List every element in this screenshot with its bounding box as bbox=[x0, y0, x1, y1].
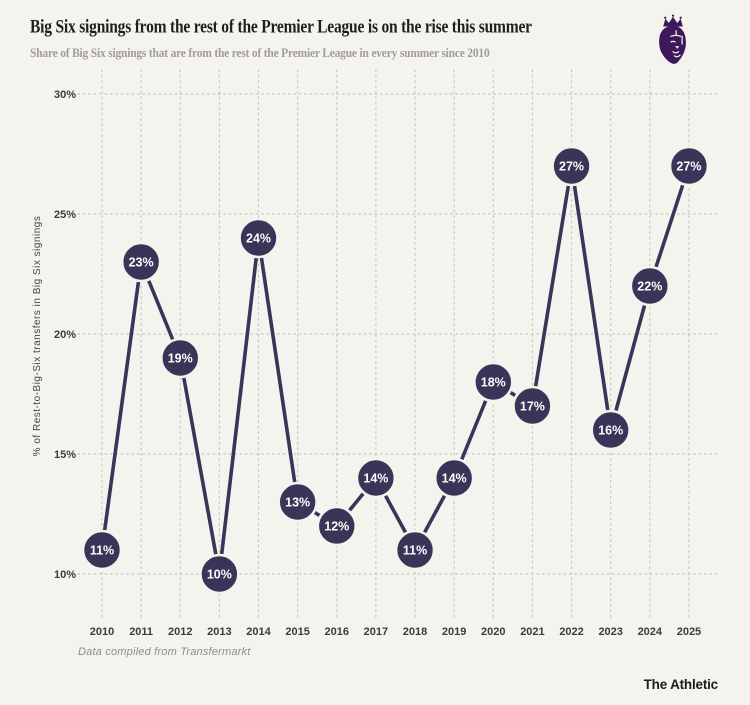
data-point-marker bbox=[668, 145, 710, 187]
data-point-label: 27% bbox=[676, 160, 701, 174]
x-tick-label: 2013 bbox=[207, 626, 231, 638]
y-tick-label: 15% bbox=[54, 449, 76, 461]
data-point-label: 14% bbox=[442, 472, 467, 486]
x-tick-label: 2010 bbox=[90, 626, 114, 638]
y-axis-title: % of Rest-to-Big-Six transfers in Big Si… bbox=[32, 216, 43, 457]
x-tick-label: 2017 bbox=[364, 626, 388, 638]
chart-subtitle: Share of Big Six signings that are from … bbox=[30, 47, 490, 61]
data-point-marker bbox=[355, 457, 397, 499]
data-point-marker bbox=[159, 337, 201, 379]
x-tick-label: 2023 bbox=[598, 626, 622, 638]
data-point-marker bbox=[629, 265, 671, 307]
x-tick-label: 2019 bbox=[442, 626, 466, 638]
x-tick-label: 2015 bbox=[285, 626, 309, 638]
y-tick-label: 10% bbox=[54, 569, 76, 581]
x-tick-label: 2012 bbox=[168, 626, 192, 638]
data-point-label: 23% bbox=[129, 256, 154, 270]
x-tick-label: 2018 bbox=[403, 626, 427, 638]
data-source-note: Data compiled from Transfermarkt bbox=[78, 646, 251, 658]
data-point-label: 11% bbox=[90, 544, 114, 558]
data-point-marker bbox=[590, 409, 631, 451]
data-point-label: 12% bbox=[324, 520, 349, 534]
data-point-marker bbox=[433, 457, 475, 499]
y-tick-label: 30% bbox=[54, 89, 76, 101]
premier-league-logo-icon bbox=[659, 14, 686, 64]
data-point-label: 19% bbox=[168, 352, 193, 366]
lion-face-details bbox=[670, 30, 683, 58]
data-point-label: 10% bbox=[207, 568, 232, 582]
data-point-label: 14% bbox=[363, 472, 388, 486]
x-tick-label: 2014 bbox=[246, 626, 271, 638]
x-tick-label: 2025 bbox=[677, 626, 701, 638]
data-point-marker bbox=[238, 217, 279, 259]
data-point-label: 18% bbox=[481, 376, 506, 390]
data-point-marker bbox=[199, 553, 240, 595]
data-point-label: 13% bbox=[285, 496, 310, 510]
data-point-marker bbox=[394, 529, 436, 571]
the-athletic-wordmark: The Athletic bbox=[643, 677, 719, 692]
data-point-marker bbox=[81, 529, 123, 571]
x-tick-label: 2021 bbox=[520, 626, 544, 638]
data-point-label: 24% bbox=[246, 232, 271, 246]
data-point-label: 16% bbox=[598, 424, 623, 438]
data-point-label: 17% bbox=[520, 400, 545, 414]
data-point-label: 22% bbox=[637, 280, 662, 294]
y-tick-label: 25% bbox=[54, 209, 76, 221]
data-point-marker bbox=[512, 385, 553, 427]
y-tick-label: 20% bbox=[54, 329, 76, 341]
data-point-marker bbox=[316, 505, 358, 547]
x-tick-label: 2022 bbox=[559, 626, 583, 638]
data-point-label: 11% bbox=[403, 544, 427, 558]
data-point-marker bbox=[472, 361, 514, 403]
trend-line bbox=[100, 164, 691, 576]
x-tick-label: 2011 bbox=[129, 626, 153, 638]
data-point-marker bbox=[120, 241, 162, 283]
x-tick-label: 2024 bbox=[638, 626, 663, 638]
x-tick-label: 2020 bbox=[481, 626, 505, 638]
data-point-label: 27% bbox=[559, 160, 584, 174]
data-point-marker bbox=[551, 145, 592, 187]
chart-title: Big Six signings from the rest of the Pr… bbox=[30, 16, 532, 38]
x-tick-label: 2016 bbox=[325, 626, 349, 638]
data-point-marker bbox=[277, 481, 318, 523]
